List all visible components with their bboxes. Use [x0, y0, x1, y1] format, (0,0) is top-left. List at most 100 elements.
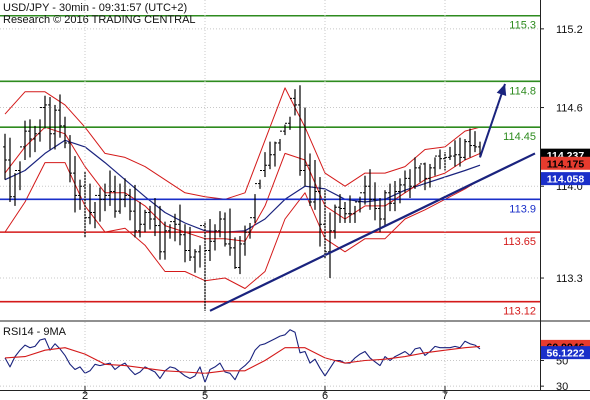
chart-title: USD/JPY - 30min - 09:31:57 (UTC+2): [3, 2, 187, 14]
ohlc-bar: [333, 204, 337, 239]
ohlc-bar: [448, 146, 452, 160]
ohlc-bar: [473, 131, 477, 153]
price-tick-label: 114.6: [556, 103, 583, 115]
ohlc-bar: [73, 156, 77, 213]
ohlc-bar: [388, 183, 392, 212]
rsi-title: RSI14 - 9MA: [3, 326, 67, 338]
ohlc-bar: [173, 213, 177, 242]
ohlc-bar: [298, 85, 302, 176]
ohlc-bar: [123, 178, 127, 208]
time-tick-label: 2: [82, 390, 88, 400]
ohlc-bar: [233, 237, 237, 269]
ohlc-bar: [418, 163, 422, 183]
ohlc-bar: [178, 204, 182, 246]
rsi-tick-label: 30: [556, 381, 568, 393]
time-tick-label: 7: [442, 390, 448, 400]
ohlc-bar: [118, 183, 122, 214]
ohlc-bar: [58, 94, 62, 138]
ohlc-bar: [383, 190, 387, 226]
ohlc-bar: [258, 169, 262, 189]
ohlc-bar: [38, 107, 42, 142]
ohlc-bar: [453, 140, 457, 167]
rsi-grid: [0, 359, 540, 387]
ohlc-bar: [148, 205, 152, 230]
ohlc-bar: [273, 141, 277, 167]
ohlc-bar: [358, 192, 362, 213]
ohlc-bar: [253, 183, 257, 223]
ohlc-bar: [18, 146, 22, 191]
ohlc-bar: [243, 225, 247, 256]
ohlc-bar: [103, 183, 107, 212]
ohlc-bar: [33, 125, 37, 153]
ohlc-bar: [288, 97, 292, 130]
ohlc-bar: [133, 184, 137, 238]
rsi-tags: 60.994656.1222: [541, 339, 590, 360]
ohlc-bar: [433, 155, 437, 176]
level-label: 114.8: [509, 85, 536, 97]
ohlc-bar: [143, 209, 147, 233]
ohlc-bar: [268, 141, 272, 170]
ohlc-bar: [48, 97, 52, 150]
ohlc-bar: [108, 170, 112, 206]
ohlc-bar: [398, 178, 402, 204]
ohlc-bar: [413, 157, 417, 189]
rsi-line: [4, 329, 481, 383]
ohlc-bar: [153, 198, 157, 237]
ohlc-bar: [303, 107, 307, 187]
ohlc-bar: [283, 122, 287, 136]
chart-subtitle: Research © 2016 TRADING CENTRAL: [3, 14, 196, 26]
rsi-ma-line: [4, 345, 481, 374]
ohlc-bar: [98, 187, 102, 222]
ohlc-bar: [13, 169, 17, 206]
ohlc-bar: [113, 175, 117, 218]
ohlc-bar: [373, 182, 377, 221]
ohlc-bar: [348, 195, 352, 223]
price-tag-label: 114.175: [547, 158, 585, 170]
ohlc-bar: [23, 120, 27, 160]
time-x-axis: 2 5 6 7: [82, 0, 448, 400]
ohlc-bar: [408, 169, 412, 199]
level-label: 113.65: [503, 236, 536, 248]
price-bars: [3, 85, 482, 311]
ohlc-bar: [158, 205, 162, 260]
ohlc-bar: [188, 226, 192, 261]
ohlc-bar: [8, 137, 12, 202]
rsi-value-label: 56.1222: [547, 348, 585, 360]
ohlc-bar: [128, 188, 132, 221]
ohlc-bar: [308, 153, 312, 206]
level-label: 113.12: [503, 306, 536, 318]
ohlc-bar: [68, 135, 72, 183]
level-label: 113.9: [509, 203, 536, 215]
ohlc-bar: [213, 224, 217, 251]
ohlc-bar: [393, 180, 397, 212]
price-panel: 115.3 114.8 114.45 113.9 113.65 113.12 115.2 1…: [0, 2, 590, 318]
ohlc-bar: [368, 169, 372, 210]
ohlc-bar: [343, 201, 347, 223]
ohlc-bar: [313, 160, 317, 210]
ohlc-bar: [263, 152, 267, 178]
price-tag: [541, 156, 590, 170]
ohlc-bar: [163, 221, 167, 260]
ohlc-bar: [168, 221, 172, 239]
price-tag-label: 114.058: [547, 174, 585, 186]
ohlc-bar: [193, 249, 197, 273]
rsi-lines: [4, 329, 481, 383]
ohlc-bar: [208, 219, 212, 261]
ohlc-bar: [88, 183, 92, 225]
ohlc-bar: [278, 130, 282, 151]
trend-annotations: [209, 83, 536, 312]
ohlc-bar: [438, 149, 442, 170]
ohlc-bar: [138, 201, 142, 238]
ohlc-bar: [318, 177, 322, 247]
ohlc-bar: [198, 225, 202, 268]
ohlc-bar: [223, 212, 227, 247]
ohlc-bar: [238, 236, 242, 275]
ohlc-bar: [183, 224, 187, 263]
price-levels: 115.3 114.8 114.45 113.9 113.65 113.12: [0, 14, 540, 318]
ohlc-bar: [53, 104, 57, 150]
ohlc-bar: [403, 170, 407, 193]
ohlc-bar: [428, 163, 432, 188]
level-label: 114.45: [503, 131, 536, 143]
